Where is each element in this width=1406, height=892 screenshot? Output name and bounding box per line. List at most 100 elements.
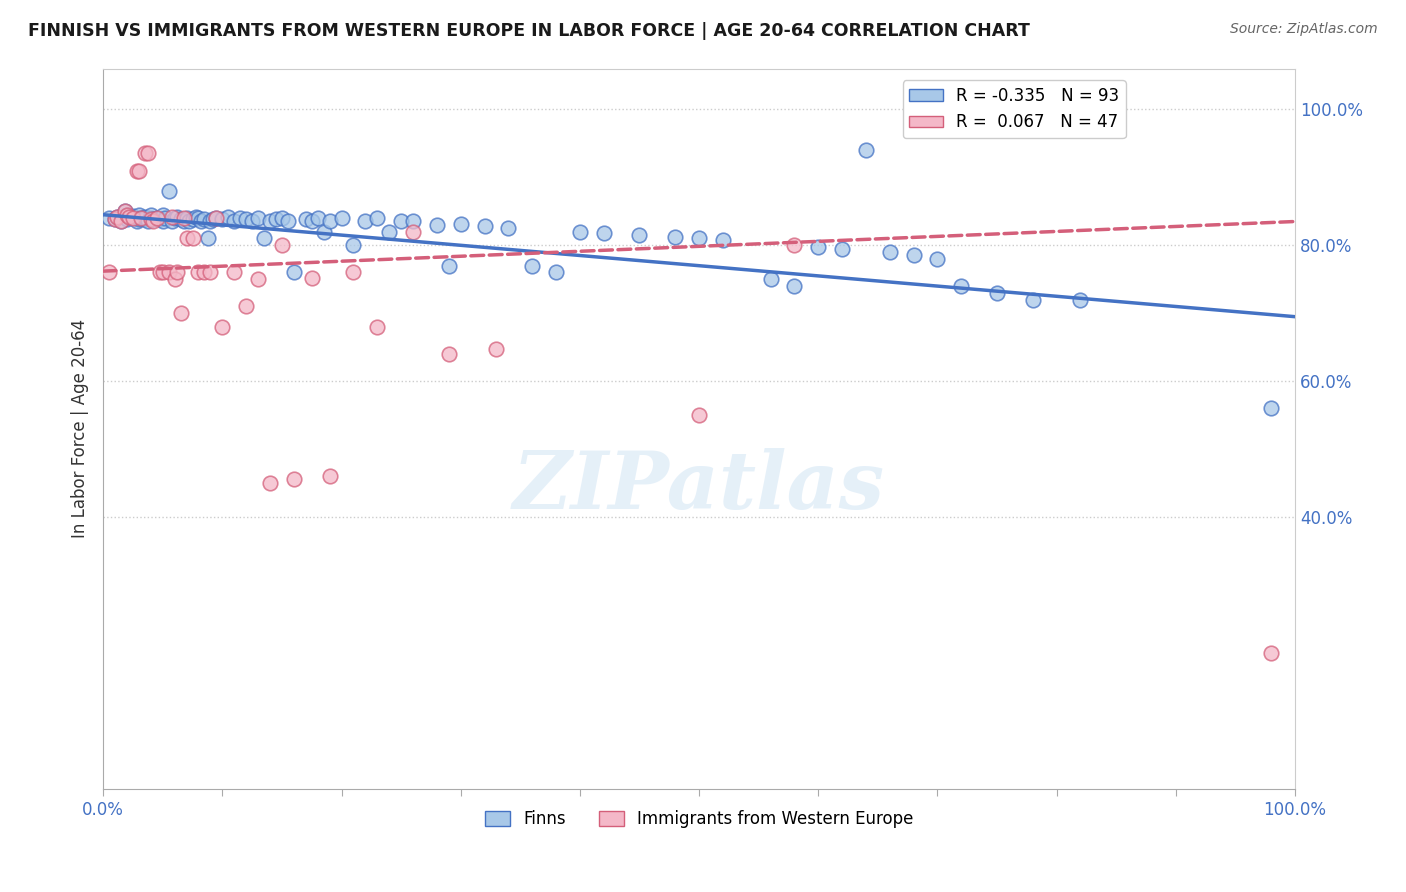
Point xyxy=(128,208,150,222)
Point xyxy=(142,214,165,228)
Point xyxy=(366,319,388,334)
Point xyxy=(190,214,212,228)
Point xyxy=(125,163,148,178)
Point xyxy=(152,214,174,228)
Point xyxy=(115,208,138,222)
Point xyxy=(318,214,340,228)
Point xyxy=(688,409,710,423)
Point xyxy=(114,204,136,219)
Point xyxy=(122,209,145,223)
Point xyxy=(1260,401,1282,416)
Point xyxy=(110,214,132,228)
Legend: Finns, Immigrants from Western Europe: Finns, Immigrants from Western Europe xyxy=(478,804,921,835)
Point xyxy=(115,212,138,227)
Point xyxy=(114,204,136,219)
Point xyxy=(950,279,973,293)
Point xyxy=(235,212,257,227)
Point xyxy=(1260,646,1282,660)
Point xyxy=(176,211,198,226)
Point xyxy=(98,265,121,279)
Point xyxy=(301,214,323,228)
Point xyxy=(118,210,141,224)
Point xyxy=(211,212,233,227)
Point xyxy=(107,210,129,224)
Point xyxy=(145,211,167,226)
Point xyxy=(201,212,224,227)
Point xyxy=(115,208,138,222)
Point xyxy=(211,319,233,334)
Point xyxy=(307,211,329,226)
Point xyxy=(134,212,156,227)
Point xyxy=(498,221,520,235)
Point xyxy=(259,214,281,228)
Point xyxy=(193,212,215,227)
Point xyxy=(184,210,207,224)
Point xyxy=(173,214,195,228)
Point xyxy=(104,212,127,227)
Point xyxy=(193,265,215,279)
Point xyxy=(544,265,567,279)
Point xyxy=(568,225,591,239)
Point xyxy=(128,163,150,178)
Point xyxy=(129,211,152,226)
Point xyxy=(138,214,160,228)
Point xyxy=(628,228,651,243)
Point xyxy=(139,208,162,222)
Point xyxy=(277,214,299,228)
Point xyxy=(783,279,806,293)
Point xyxy=(200,214,222,228)
Point xyxy=(217,210,239,224)
Point xyxy=(181,212,204,227)
Point xyxy=(592,226,614,240)
Point xyxy=(240,214,263,228)
Point xyxy=(485,342,508,356)
Point xyxy=(104,212,127,227)
Point xyxy=(129,211,152,226)
Point xyxy=(153,211,176,226)
Point xyxy=(855,143,877,157)
Point xyxy=(139,211,162,226)
Point xyxy=(145,211,167,226)
Point xyxy=(224,265,246,279)
Point xyxy=(522,259,544,273)
Point xyxy=(283,265,305,279)
Point xyxy=(342,238,364,252)
Y-axis label: In Labor Force | Age 20-64: In Labor Force | Age 20-64 xyxy=(72,319,89,539)
Point xyxy=(354,214,377,228)
Point xyxy=(166,265,188,279)
Point xyxy=(271,211,294,226)
Point xyxy=(330,211,353,226)
Point xyxy=(205,211,228,226)
Point xyxy=(118,210,141,224)
Point xyxy=(169,212,191,227)
Point xyxy=(271,238,294,252)
Point xyxy=(139,212,162,227)
Point xyxy=(1069,293,1091,307)
Point xyxy=(177,214,200,228)
Point xyxy=(173,211,195,226)
Point xyxy=(426,218,449,232)
Point xyxy=(711,233,734,247)
Point xyxy=(664,230,686,244)
Point xyxy=(134,145,156,160)
Point xyxy=(294,212,316,227)
Point xyxy=(200,265,222,279)
Point xyxy=(402,225,425,239)
Point xyxy=(903,248,925,262)
Point xyxy=(437,347,460,361)
Point xyxy=(759,272,782,286)
Point xyxy=(688,231,710,245)
Point xyxy=(98,211,121,226)
Point xyxy=(927,252,949,266)
Point xyxy=(138,145,160,160)
Point xyxy=(163,211,186,226)
Point xyxy=(197,231,219,245)
Point xyxy=(205,211,228,226)
Point xyxy=(986,285,1008,300)
Point xyxy=(157,265,180,279)
Point xyxy=(187,211,209,226)
Point xyxy=(157,184,180,198)
Point xyxy=(162,214,184,228)
Point xyxy=(152,208,174,222)
Point xyxy=(152,265,174,279)
